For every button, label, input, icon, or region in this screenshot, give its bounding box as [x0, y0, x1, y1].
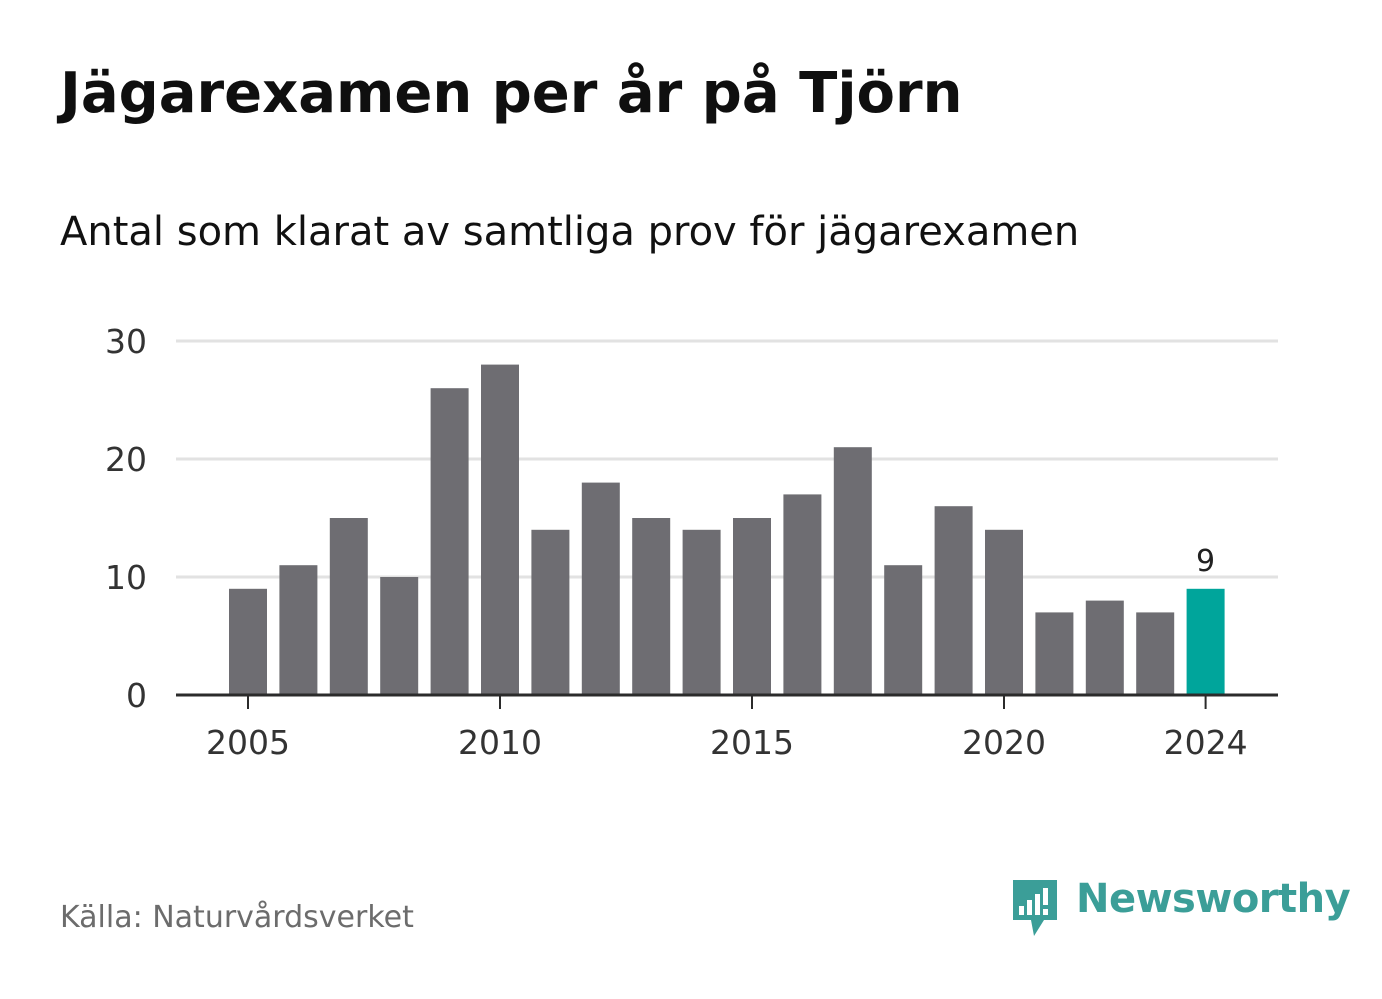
bar-2007: [329, 518, 368, 695]
bar-2016: [783, 494, 822, 695]
bar-2024: [1186, 588, 1225, 695]
brand-name: Newsworthy: [1076, 876, 1351, 922]
bar-2022: [1085, 600, 1124, 695]
source-note: Källa: Naturvårdsverket: [60, 900, 414, 935]
bar-2012: [581, 482, 620, 695]
bar-2013: [632, 518, 671, 695]
bar-2006: [279, 565, 318, 695]
bar-2019: [934, 506, 973, 695]
bars: [229, 364, 1225, 695]
bar-2010: [481, 364, 519, 695]
bar-2018: [884, 565, 923, 695]
x-tick-label: 2024: [1164, 723, 1248, 762]
x-tick-label: 2010: [458, 723, 542, 762]
x-tick-label: 2015: [710, 723, 794, 762]
newsworthy-logo: Newsworthy: [1010, 876, 1351, 940]
chart-title: Jägarexamen per år på Tjörn: [60, 61, 963, 126]
data-label-2024: 9: [1196, 544, 1215, 579]
y-tick-labels: 0 10 20 30: [105, 322, 147, 715]
x-tick-label: 2020: [962, 723, 1046, 762]
data-labels: 9: [1196, 544, 1215, 579]
bar-chart-speech-bubble-icon: [1013, 880, 1057, 936]
bar-2021: [1035, 612, 1074, 695]
x-tick-label: 2005: [206, 723, 290, 762]
y-tick-label: 0: [126, 676, 147, 715]
bar-2020: [985, 529, 1023, 695]
bar-2017: [833, 447, 872, 695]
x-axis: 2005 2010 2015 2020 2024: [176, 693, 1278, 762]
chart-subtitle: Antal som klarat av samtliga prov för jä…: [60, 209, 1080, 255]
bar-2023: [1136, 612, 1175, 695]
bar-2008: [380, 577, 419, 695]
bar-2015: [733, 518, 771, 695]
y-tick-label: 20: [105, 440, 147, 479]
bar-2009: [430, 388, 469, 695]
bar-2005: [229, 588, 267, 695]
bar-2014: [682, 529, 721, 695]
y-tick-label: 30: [105, 322, 147, 361]
bar-2011: [531, 529, 570, 695]
y-tick-label: 10: [105, 558, 147, 597]
